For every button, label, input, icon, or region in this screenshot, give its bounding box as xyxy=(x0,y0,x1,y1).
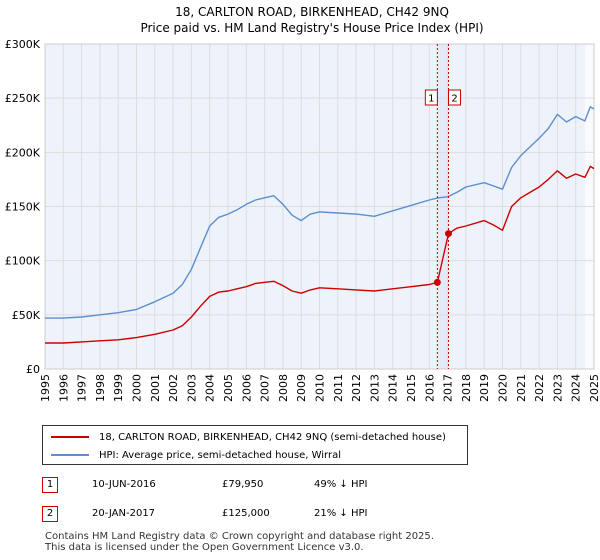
x-tick-label: 2007 xyxy=(259,374,272,402)
x-tick-label: 2011 xyxy=(332,374,345,402)
transaction-date: 20-JAN-2017 xyxy=(92,508,156,519)
transaction-label-box xyxy=(424,89,438,106)
x-tick-label: 1997 xyxy=(76,374,89,402)
transaction-hpi-diff: 49% ↓ HPI xyxy=(314,479,368,490)
x-tick-label: 2016 xyxy=(423,374,436,402)
y-tick-label: £0 xyxy=(26,363,40,376)
x-tick-label: 1996 xyxy=(57,374,70,402)
transaction-label: 2 xyxy=(451,94,457,105)
x-tick-label: 2018 xyxy=(460,374,473,402)
x-tick-label: 2004 xyxy=(204,374,217,402)
x-tick-label: 2006 xyxy=(240,374,253,402)
legend-item-price: 18, CARLTON ROAD, BIRKENHEAD, CH42 9NQ (… xyxy=(51,429,446,445)
transaction-point xyxy=(433,278,441,286)
x-tick-label: 2010 xyxy=(314,374,327,402)
x-tick-label: 2005 xyxy=(222,374,235,402)
hpi-line xyxy=(45,106,595,319)
x-tick-label: 2003 xyxy=(185,374,198,402)
series-lines xyxy=(45,106,595,344)
x-tick-label: 2023 xyxy=(551,374,564,402)
price-line xyxy=(45,165,595,344)
chart-legend: 18, CARLTON ROAD, BIRKENHEAD, CH42 9NQ (… xyxy=(42,425,468,465)
x-tick-label: 2009 xyxy=(295,374,308,402)
x-tick-label: 2008 xyxy=(277,374,290,402)
transaction-price: £125,000 xyxy=(222,508,270,519)
table-row: 2 20-JAN-2017 £125,000 21% ↓ HPI xyxy=(42,506,442,524)
grid-lines xyxy=(44,43,595,370)
transaction-badge: 2 xyxy=(42,506,58,522)
plot-border xyxy=(44,43,595,370)
legend-item-hpi: HPI: Average price, semi-detached house,… xyxy=(51,447,341,463)
y-tick-label: £100K xyxy=(5,255,41,268)
x-tick-label: 2015 xyxy=(405,374,418,402)
transaction-label: 1 xyxy=(428,94,434,105)
price-chart: 18, CARLTON ROAD, BIRKENHEAD, CH42 9NQ P… xyxy=(5,5,600,402)
x-tick-label: 2013 xyxy=(368,374,381,402)
table-row: 1 10-JUN-2016 £79,950 49% ↓ HPI xyxy=(42,477,442,495)
x-tick-label: 2002 xyxy=(167,374,180,402)
chart-title: 18, CARLTON ROAD, BIRKENHEAD, CH42 9NQ xyxy=(175,5,449,19)
x-tick-label: 2019 xyxy=(478,374,491,402)
footer-line-2: This data is licensed under the Open Gov… xyxy=(45,542,364,553)
y-axis-ticks: £0 £50K £100K £150K £200K £250K £300K xyxy=(5,38,41,376)
legend-swatch-hpi xyxy=(51,454,89,456)
x-tick-label: 2020 xyxy=(497,374,510,402)
x-tick-label: 2021 xyxy=(515,374,528,402)
y-tick-label: £250K xyxy=(5,92,41,105)
y-tick-label: £50K xyxy=(12,309,41,322)
x-tick-label: 2014 xyxy=(387,374,400,402)
footer-line-1: Contains HM Land Registry data © Crown c… xyxy=(45,531,434,542)
legend-label-hpi: HPI: Average price, semi-detached house,… xyxy=(99,449,342,461)
transaction-date: 10-JUN-2016 xyxy=(92,479,156,490)
legend-swatch-price xyxy=(51,436,89,438)
x-tick-label: 1995 xyxy=(39,374,52,402)
x-tick-label: 2022 xyxy=(533,374,546,402)
x-tick-label: 2000 xyxy=(131,374,144,402)
y-tick-label: £300K xyxy=(5,38,41,51)
x-tick-label: 2017 xyxy=(442,374,455,402)
x-tick-label: 1998 xyxy=(94,374,107,402)
x-axis-ticks: 1995 1996 1997 1998 1999 2000 2001 2002 2003 2004… xyxy=(39,374,600,402)
x-tick-label: 2001 xyxy=(149,374,162,402)
footer-attribution: Contains HM Land Registry data © Crown c… xyxy=(45,531,434,553)
transaction-price: £79,950 xyxy=(222,479,264,490)
transaction-label-box xyxy=(448,89,462,106)
x-tick-label: 2024 xyxy=(570,374,583,402)
transaction-hpi-diff: 21% ↓ HPI xyxy=(314,508,368,519)
chart-subtitle: Price paid vs. HM Land Registry's House … xyxy=(140,21,483,35)
x-tick-label: 2012 xyxy=(350,374,363,402)
x-tick-label: 2025 xyxy=(588,374,600,402)
transaction-point xyxy=(445,230,453,238)
transaction-badge: 1 xyxy=(42,477,58,493)
y-tick-label: £200K xyxy=(5,146,41,159)
x-tick-label: 1999 xyxy=(112,374,125,402)
legend-label-price: 18, CARLTON ROAD, BIRKENHEAD, CH42 9NQ (… xyxy=(99,431,446,443)
y-tick-label: £150K xyxy=(5,201,41,214)
